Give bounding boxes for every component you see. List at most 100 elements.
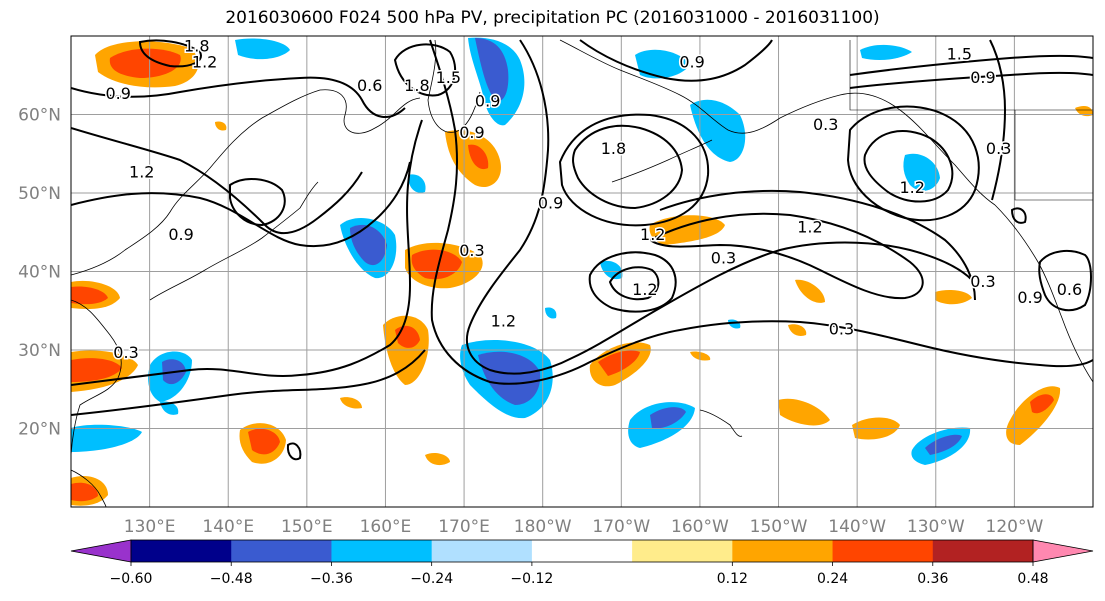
precip-anomaly-positive — [795, 279, 825, 303]
precip-anomaly-positive — [71, 286, 108, 305]
colorbar-frame — [130, 539, 1034, 563]
precip-anomaly-negative — [408, 174, 426, 193]
coastline-hawaii — [699, 409, 743, 437]
latitude-tick-label: 40°N — [18, 263, 61, 283]
contour-value-label: 0.3 — [459, 241, 484, 260]
longitude-tick-label: 130°W — [907, 517, 965, 537]
border-us-canada — [849, 40, 1093, 111]
longitude-tick-label: 150°E — [281, 517, 333, 537]
contour-value-label: 0.9 — [459, 123, 484, 142]
contour-value-label: 1.8 — [601, 139, 626, 158]
contour-value-label: 0.3 — [970, 272, 995, 291]
map-gridlines — [71, 36, 1093, 507]
pv-contour — [71, 349, 426, 416]
precip-anomaly-negative — [650, 407, 686, 429]
colorbar-segment — [131, 540, 232, 562]
contour-value-label: 1.8 — [404, 76, 429, 95]
pv-contour — [465, 39, 973, 375]
pv-contour — [71, 161, 411, 248]
contour-value-label: 0.9 — [105, 84, 130, 103]
pv-contour — [588, 251, 677, 313]
latitude-labels: 20°N 30°N 40°N 50°N 60°N — [18, 106, 61, 440]
precip-anomaly-negative — [478, 351, 541, 405]
pv-contour — [863, 130, 954, 203]
precip-anomaly-negative — [860, 44, 912, 60]
contour-value-label: 0.3 — [829, 319, 854, 338]
precip-anomaly-negative — [925, 434, 962, 455]
coastlines — [71, 39, 1093, 507]
pv-contour — [393, 43, 457, 97]
precip-anomaly-positive — [788, 324, 807, 336]
coastline-aleutians — [611, 139, 713, 183]
pv-contour — [429, 39, 1093, 385]
colorbar-tick-label: −0.24 — [410, 571, 453, 587]
contour-value-label: 0.6 — [357, 76, 382, 95]
precip-anomaly-positive — [109, 48, 181, 78]
contour-value-label: 0.9 — [970, 68, 995, 87]
coastline-korea-china — [71, 299, 122, 456]
pv-contour — [138, 39, 202, 68]
contour-value-label: 1.2 — [899, 178, 924, 197]
precip-anomaly-positive — [71, 358, 122, 382]
colorbar-tick-label: 0.24 — [817, 571, 848, 587]
colorbar-tick-label: 0.12 — [717, 571, 748, 587]
colorbar-tick-label: −0.48 — [210, 571, 253, 587]
colorbar-segment — [331, 540, 433, 562]
colorbar-extension-max — [1032, 539, 1094, 563]
longitude-tick-label: 140°E — [202, 517, 254, 537]
longitude-tick-label: 150°W — [750, 517, 808, 537]
precip-anomaly-positive — [215, 121, 227, 131]
contour-value-label: 1.2 — [491, 311, 516, 330]
pv-contour — [1038, 249, 1092, 312]
contour-value-label: 1.2 — [129, 162, 154, 181]
precip-anomaly-positive — [468, 144, 489, 170]
pv-contour — [608, 266, 660, 301]
precip-anomaly-negative — [350, 224, 387, 266]
contour-value-label: 1.2 — [632, 280, 657, 299]
pv-contour — [849, 54, 1093, 76]
coastline-japan — [149, 181, 319, 301]
pv-contour — [71, 127, 363, 234]
longitude-tick-label: 170°E — [438, 517, 490, 537]
longitude-tick-label: 160°E — [360, 517, 412, 537]
precipitation-shading — [71, 37, 1093, 506]
contour-value-label: 0.9 — [679, 52, 704, 71]
coastline-philippines — [71, 469, 107, 507]
colorbar-segment — [732, 540, 834, 562]
map-frame — [70, 35, 1094, 508]
precip-anomaly-positive — [598, 350, 640, 376]
precip-anomaly-positive — [71, 482, 98, 502]
pv-contour — [989, 39, 1007, 201]
latitude-tick-label: 20°N — [18, 420, 61, 440]
longitude-tick-label: 170°W — [592, 517, 650, 537]
coastline-asia — [71, 89, 421, 276]
colorbar-segment — [531, 540, 633, 562]
colorbar-labels: −0.60 −0.48 −0.36 −0.24 −0.12 0.12 0.24 0.36 0.4… — [110, 562, 1049, 587]
pv-contour — [229, 178, 286, 227]
precip-anomaly-positive — [248, 428, 280, 455]
contour-value-label: 0.9 — [168, 225, 193, 244]
contour-value-label: 0.3 — [813, 115, 838, 134]
colorbar-segment — [632, 540, 733, 562]
pv-contour — [71, 119, 423, 386]
precip-anomaly-negative — [600, 260, 623, 280]
map-title: 2016030600 F024 500 hPa PV, precipitatio… — [225, 8, 880, 28]
pv-contour — [849, 71, 1093, 89]
precip-anomaly-negative — [475, 38, 509, 101]
precip-anomaly-positive — [425, 452, 450, 466]
latitude-tick-label: 50°N — [18, 184, 61, 204]
precip-anomaly-negative — [71, 424, 142, 452]
colorbar-tick-label: −0.60 — [110, 571, 153, 587]
colorbar-tick-label: 0.36 — [917, 571, 948, 587]
pv-contour — [579, 39, 773, 82]
pv-contour — [558, 113, 710, 227]
pv-contour — [659, 189, 976, 301]
colorbar-tick-label: −0.36 — [310, 571, 353, 587]
contour-value-label: 1.2 — [192, 52, 217, 71]
pv-contours — [71, 39, 1093, 461]
longitude-tick-label: 120°W — [986, 517, 1044, 537]
longitude-tick-label: 160°W — [671, 517, 729, 537]
colorbar-segment — [231, 540, 332, 562]
longitude-tick-label: 130°E — [124, 517, 176, 537]
